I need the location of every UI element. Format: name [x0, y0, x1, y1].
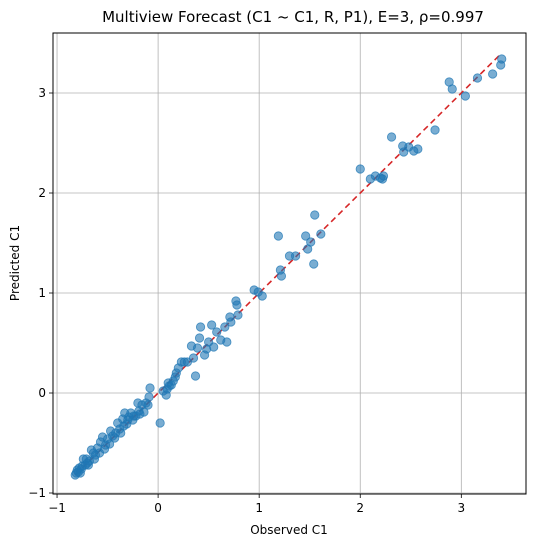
data-point [231, 296, 241, 306]
data-point [496, 60, 506, 70]
data-point [86, 445, 97, 455]
data-point [143, 400, 153, 410]
data-point [488, 69, 498, 79]
data-point [460, 91, 470, 101]
data-point [163, 378, 173, 388]
data-point [186, 341, 197, 351]
x-axis-label: Observed C1 [250, 523, 328, 537]
data-point [316, 229, 326, 239]
data-point [104, 439, 115, 449]
data-point [273, 231, 283, 241]
data-point [158, 386, 168, 396]
data-point [233, 310, 243, 320]
data-point [309, 259, 319, 269]
data-point [171, 368, 181, 378]
data-point [133, 398, 143, 408]
data-point [386, 132, 397, 142]
x-tick-label: 2 [356, 501, 364, 515]
data-point [195, 322, 206, 332]
chart-title: Multiview Forecast (C1 ~ C1, R, P1), E=3… [102, 8, 484, 26]
data-point [134, 406, 144, 416]
y-tick-label: 2 [38, 186, 46, 200]
data-point [212, 327, 222, 337]
grid-lines [53, 33, 526, 494]
data-point [200, 350, 210, 360]
data-point [447, 84, 457, 94]
data-points [70, 54, 507, 480]
data-point [106, 426, 116, 436]
data-point [275, 265, 286, 275]
data-point [430, 125, 440, 135]
data-point [155, 418, 165, 428]
y-tick-label: −1 [28, 486, 46, 500]
data-point [190, 371, 201, 381]
data-point [89, 454, 100, 464]
data-point [110, 433, 120, 443]
data-point [249, 285, 259, 295]
data-point [310, 210, 320, 220]
data-point [225, 312, 235, 322]
data-point [301, 231, 311, 241]
y-axis-label: Predicted C1 [8, 225, 22, 301]
data-point [472, 73, 483, 83]
y-tick-label: 0 [38, 386, 46, 400]
x-tick-label: 1 [255, 501, 263, 515]
data-point [284, 251, 295, 261]
x-tick-label: 3 [457, 501, 465, 515]
plot-frame [52, 32, 527, 495]
data-point [398, 141, 408, 151]
data-point [145, 383, 155, 393]
data-point [220, 322, 230, 332]
data-point [207, 320, 217, 330]
x-tick-label: 0 [154, 501, 162, 515]
y-axis-ticks: −1 0 1 2 3 [28, 86, 53, 500]
data-point [355, 164, 365, 174]
y-tick-label: 1 [38, 286, 46, 300]
data-point [303, 244, 313, 254]
data-point [83, 460, 93, 470]
x-axis-ticks: −1 0 1 2 3 [48, 494, 465, 515]
data-point [216, 335, 226, 345]
x-tick-label: −1 [48, 501, 66, 515]
data-point [365, 174, 375, 184]
y-tick-label: 3 [38, 86, 46, 100]
data-point [194, 333, 205, 343]
